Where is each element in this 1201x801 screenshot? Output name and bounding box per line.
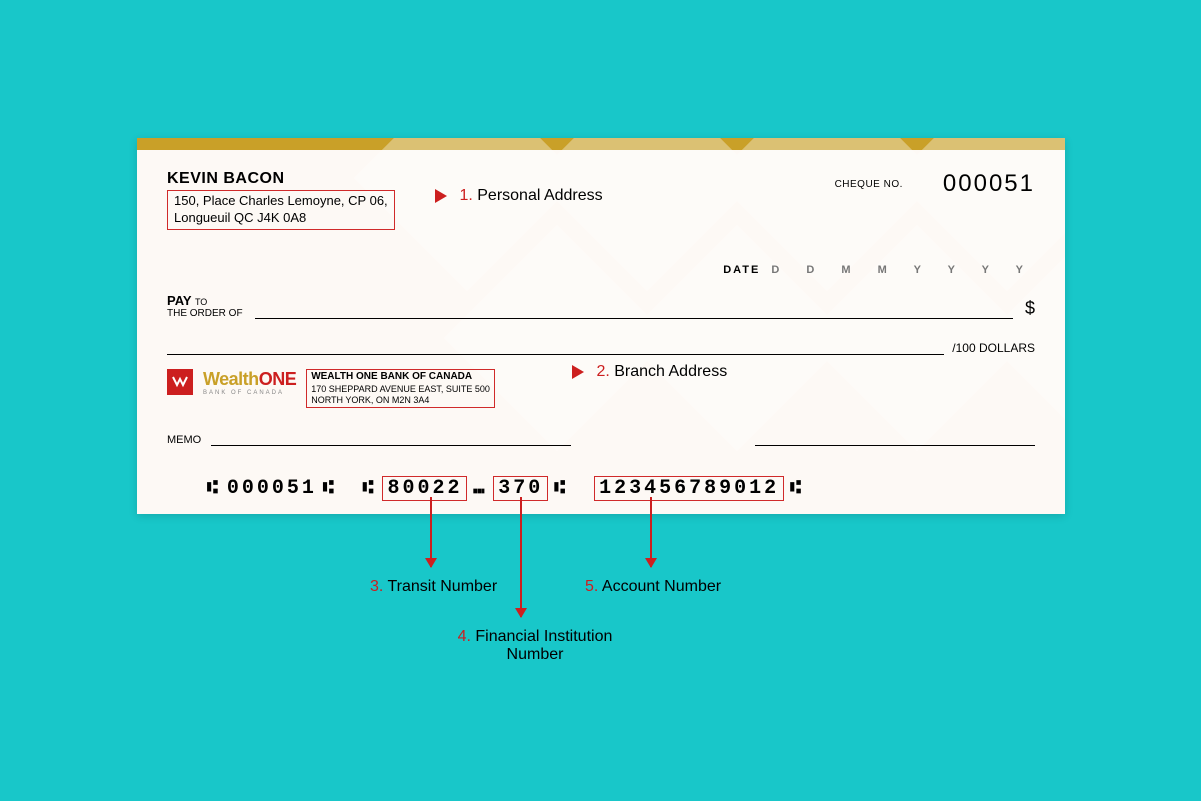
address-line: Longueuil QC J4K 0A8 — [174, 210, 388, 227]
micr-row: ⑆000051⑆ ⑆80022 ⑉370⑆ 123456789012⑆ — [167, 476, 1035, 501]
date-placeholder: D D M M Y Y Y Y — [771, 264, 1035, 276]
branch-addr-line: 170 SHEPPARD AVENUE EAST, SUITE 500 — [311, 384, 490, 395]
branch-addr-line: NORTH YORK, ON M2N 3A4 — [311, 395, 490, 406]
pay-to-row: PAY TO THE ORDER OF $ — [167, 294, 1035, 319]
annotation-3: 3. Transit Number — [370, 578, 497, 596]
amount-words-line — [167, 354, 944, 355]
pointer-right-icon — [572, 365, 584, 379]
annotation-5: 5. Account Number — [585, 578, 721, 596]
dollar-sign: $ — [1025, 298, 1035, 319]
date-label: DATE — [723, 264, 760, 276]
date-row: DATE D D M M Y Y Y Y — [167, 264, 1035, 276]
branch-name: WEALTH ONE BANK OF CANADA — [311, 371, 490, 384]
payee-line — [255, 318, 1013, 319]
micr-symbol: ⑉ — [473, 479, 487, 499]
micr-account-box: 123456789012 — [594, 476, 784, 501]
micr-cheque-no: 000051 — [227, 477, 317, 500]
memo-label: MEMO — [167, 434, 201, 446]
micr-symbol: ⑆ — [554, 479, 568, 499]
micr-symbol: ⑆ — [207, 479, 221, 499]
arrow-down-icon — [650, 497, 652, 567]
memo-row: MEMO — [167, 434, 1035, 446]
cheque-number-area: CHEQUE NO. 000051 — [835, 170, 1035, 198]
micr-symbol: ⑆ — [363, 479, 377, 499]
address-line: 150, Place Charles Lemoyne, CP 06, — [174, 193, 388, 210]
arrow-down-icon — [430, 497, 432, 567]
amount-words-row: /100 DOLLARS — [167, 341, 1035, 355]
payer-block: KEVIN BACON 150, Place Charles Lemoyne, … — [167, 170, 395, 230]
annotation-4: 4. Financial Institution Number — [435, 628, 635, 664]
cheque-no-value: 000051 — [943, 170, 1035, 198]
personal-address-box: 150, Place Charles Lemoyne, CP 06, Longu… — [167, 190, 395, 230]
branch-address-box: WEALTH ONE BANK OF CANADA 170 SHEPPARD A… — [306, 369, 495, 408]
pay-to-label: PAY TO THE ORDER OF — [167, 294, 243, 319]
micr-transit-box: 80022 — [382, 476, 467, 501]
bank-logo-icon — [167, 369, 193, 395]
annotation-2: 2. Branch Address — [572, 363, 727, 381]
micr-symbol: ⑆ — [790, 479, 804, 499]
bank-logo-text: WealthONE BANK OF CANADA — [203, 369, 296, 396]
payer-name: KEVIN BACON — [167, 170, 395, 188]
pointer-right-icon — [435, 189, 447, 203]
cheque-no-label: CHEQUE NO. — [835, 179, 903, 190]
micr-symbol: ⑆ — [323, 479, 337, 499]
signature-line — [755, 445, 1035, 446]
memo-line — [211, 445, 571, 446]
bank-logo-subtitle: BANK OF CANADA — [203, 390, 296, 396]
annotation-1: 1. Personal Address — [435, 187, 603, 205]
hundred-dollars-label: /100 DOLLARS — [952, 341, 1035, 355]
arrow-down-icon — [520, 497, 522, 617]
